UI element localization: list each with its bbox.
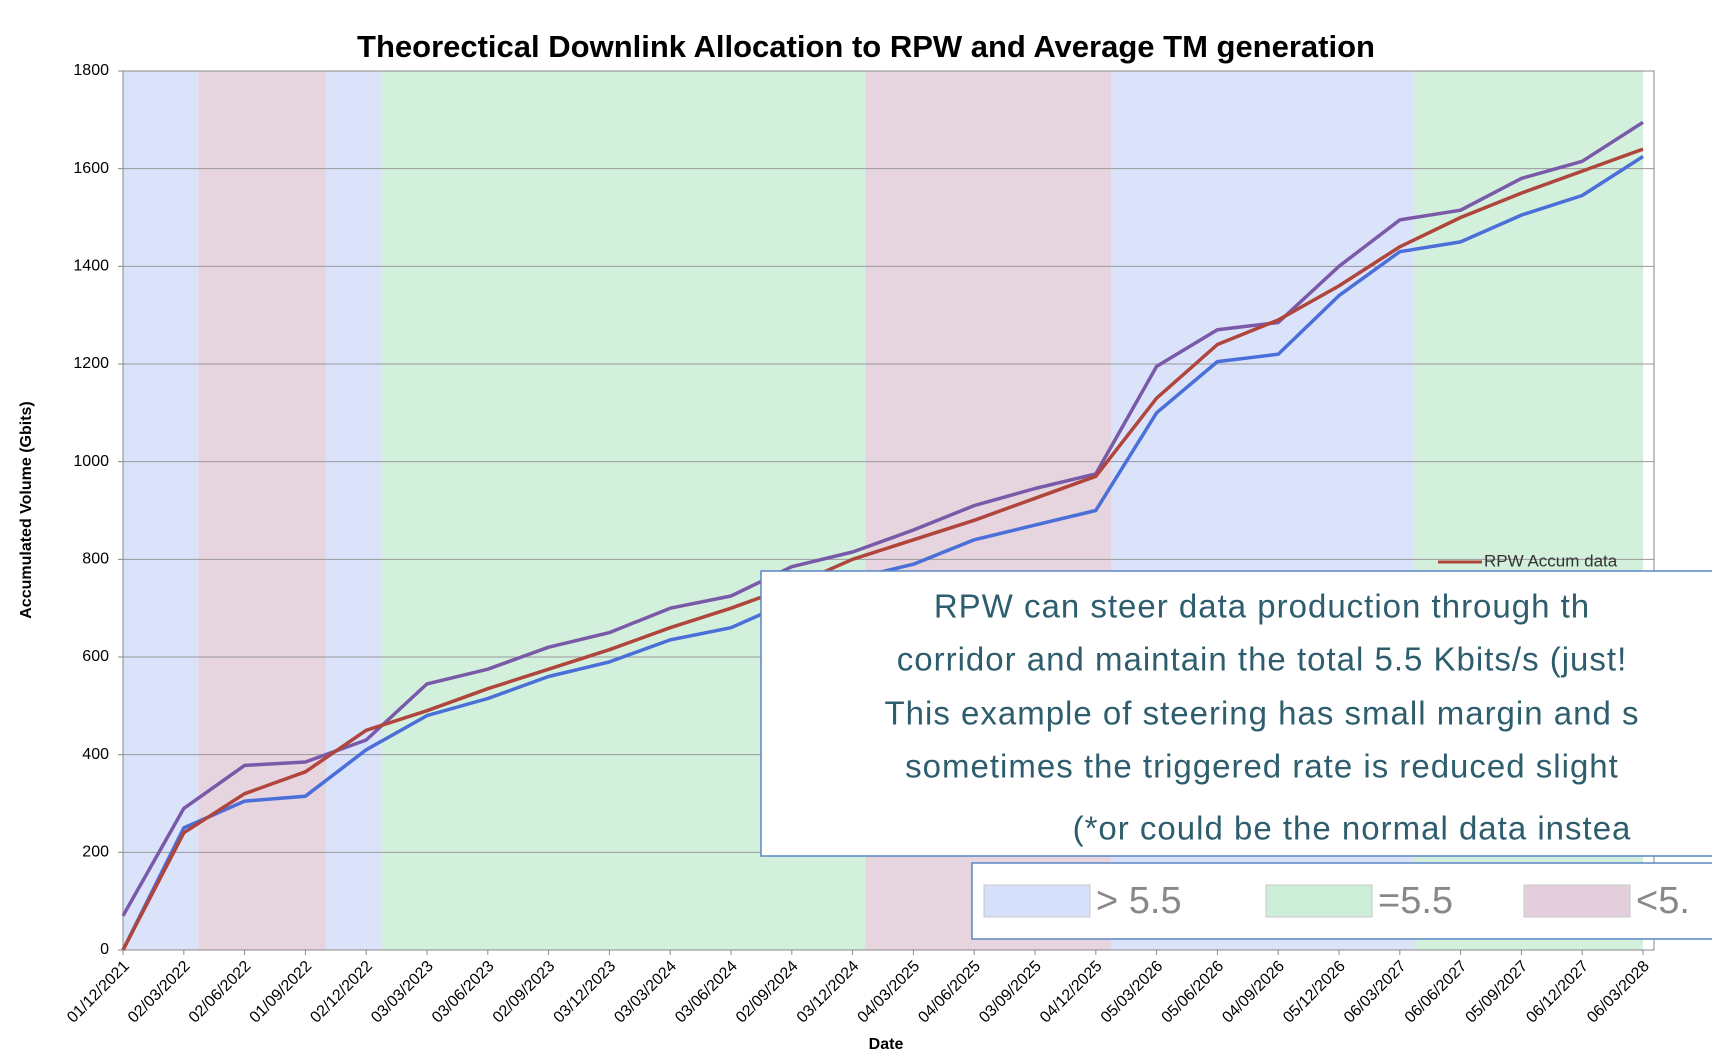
annotation-line: (*or could be the normal data instea	[1073, 810, 1632, 847]
annotation-line: corridor and maintain the total 5.5 Kbit…	[897, 641, 1628, 678]
annotation-line: sometimes the triggered rate is reduced …	[905, 748, 1619, 785]
legend-label: RPW Accum data	[1484, 551, 1618, 570]
region	[198, 71, 327, 950]
y-tick-label: 0	[100, 941, 109, 958]
annotation-line: This example of steering has small margi…	[885, 695, 1640, 732]
annotation-box	[760, 570, 1712, 857]
series-line	[121, 120, 1644, 917]
y-tick-label: 600	[82, 648, 109, 665]
legend-label: =5.5	[1378, 880, 1453, 922]
y-tick-label: 1200	[73, 355, 109, 372]
y-tick-label: 1000	[73, 453, 109, 470]
annotation-line: RPW can steer data production through th	[934, 588, 1590, 625]
y-axis-label: Accumulated Volume (Gbits)	[18, 401, 35, 619]
annotation: RPW can steer data production through th…	[885, 588, 1640, 847]
x-axis-label: Date	[869, 1036, 904, 1053]
legend-swatch	[983, 884, 1091, 918]
chart-title: Theorectical Downlink Allocation to RPW …	[357, 29, 1375, 64]
y-tick-label: 1800	[73, 62, 109, 79]
y-tick-label: 800	[82, 551, 109, 568]
legend-label: <5.	[1636, 880, 1690, 922]
series-line	[121, 147, 1644, 951]
region	[123, 71, 199, 950]
region-legend: > 5.5 =5.5 <5.	[983, 880, 1690, 922]
y-tick-label: 400	[82, 746, 109, 763]
plot-frame	[122, 70, 1655, 951]
y-tick-label: 1400	[73, 258, 109, 275]
legend-label: > 5.5	[1096, 880, 1182, 922]
region	[326, 71, 382, 950]
legend-swatch	[1265, 884, 1373, 918]
y-tick-label: 200	[82, 844, 109, 861]
legend-swatch	[1523, 884, 1631, 918]
y-tick-label: 1600	[73, 160, 109, 177]
